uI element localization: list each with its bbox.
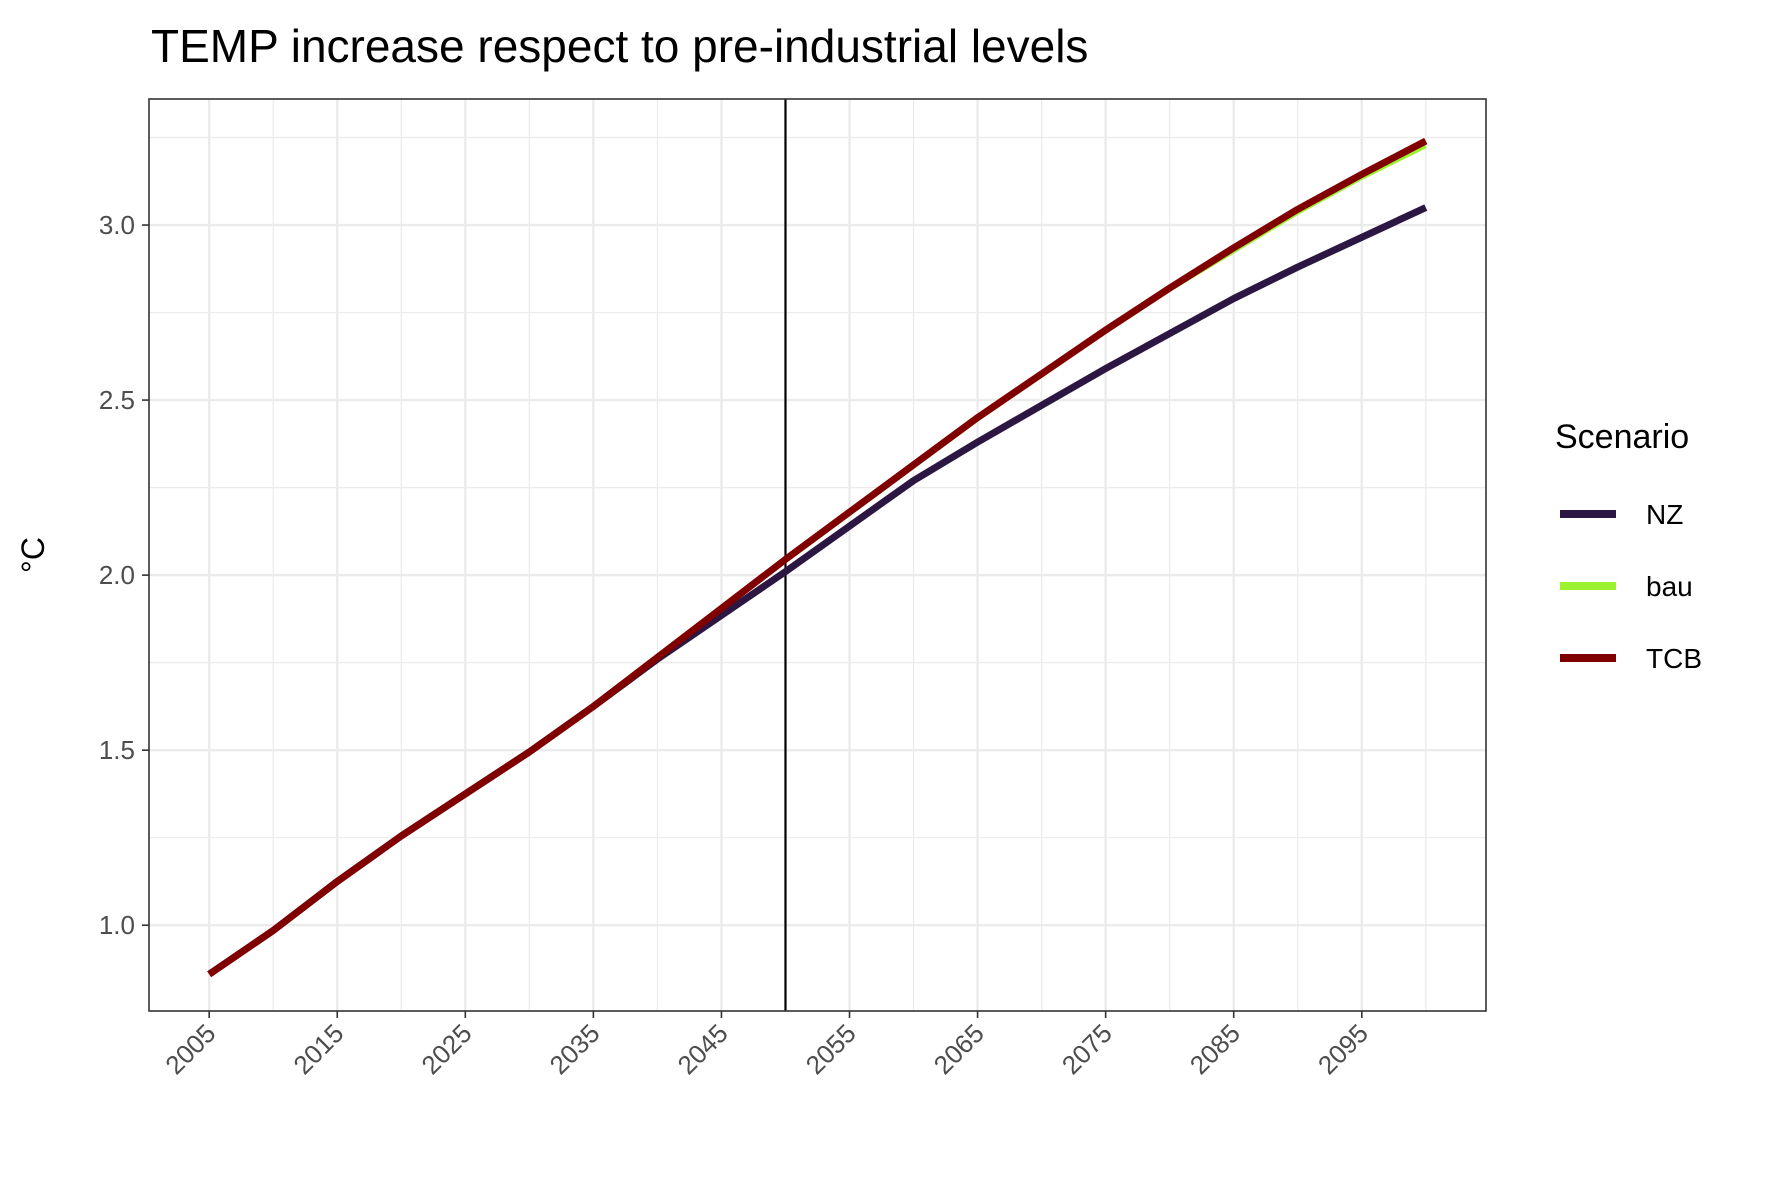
x-tick-label: 2035 — [544, 1018, 606, 1080]
y-tick-label: 2.0 — [99, 560, 135, 590]
legend: Scenario NZ bau TCB — [1555, 418, 1702, 674]
x-tick-label: 2095 — [1312, 1018, 1374, 1080]
y-tick-label: 1.5 — [99, 735, 135, 765]
legend-label-nz: NZ — [1646, 499, 1683, 530]
x-tick-label: 2045 — [672, 1018, 734, 1080]
legend-label-tcb: TCB — [1646, 643, 1702, 674]
plot-panel-border — [148, 98, 1487, 1012]
x-tick-label: 2055 — [800, 1018, 862, 1080]
y-tick-label: 2.5 — [99, 385, 135, 415]
chart-title: TEMP increase respect to pre-industrial … — [151, 20, 1088, 72]
x-tick-label: 2065 — [928, 1018, 990, 1080]
x-tick-label: 2075 — [1056, 1018, 1118, 1080]
legend-label-bau: bau — [1646, 571, 1693, 602]
minor-gridlines — [149, 99, 1486, 1011]
y-tick-label: 1.0 — [99, 910, 135, 940]
y-tick-label: 3.0 — [99, 210, 135, 240]
x-tick-label: 2025 — [415, 1018, 477, 1080]
x-tick-label: 2085 — [1184, 1018, 1246, 1080]
legend-title: Scenario — [1555, 418, 1689, 456]
x-tick-label: 2005 — [159, 1018, 221, 1080]
series-line-tcb — [207, 137, 1428, 978]
y-axis-label: °C — [15, 537, 51, 573]
x-tick-label: 2015 — [287, 1018, 349, 1080]
x-axis: 2005 2015 2025 2035 2045 2055 2065 2075 2085 2095 — [159, 1011, 1374, 1080]
y-axis: 1.0 1.5 2.0 2.5 3.0 — [99, 210, 149, 940]
series-lines — [207, 137, 1428, 978]
